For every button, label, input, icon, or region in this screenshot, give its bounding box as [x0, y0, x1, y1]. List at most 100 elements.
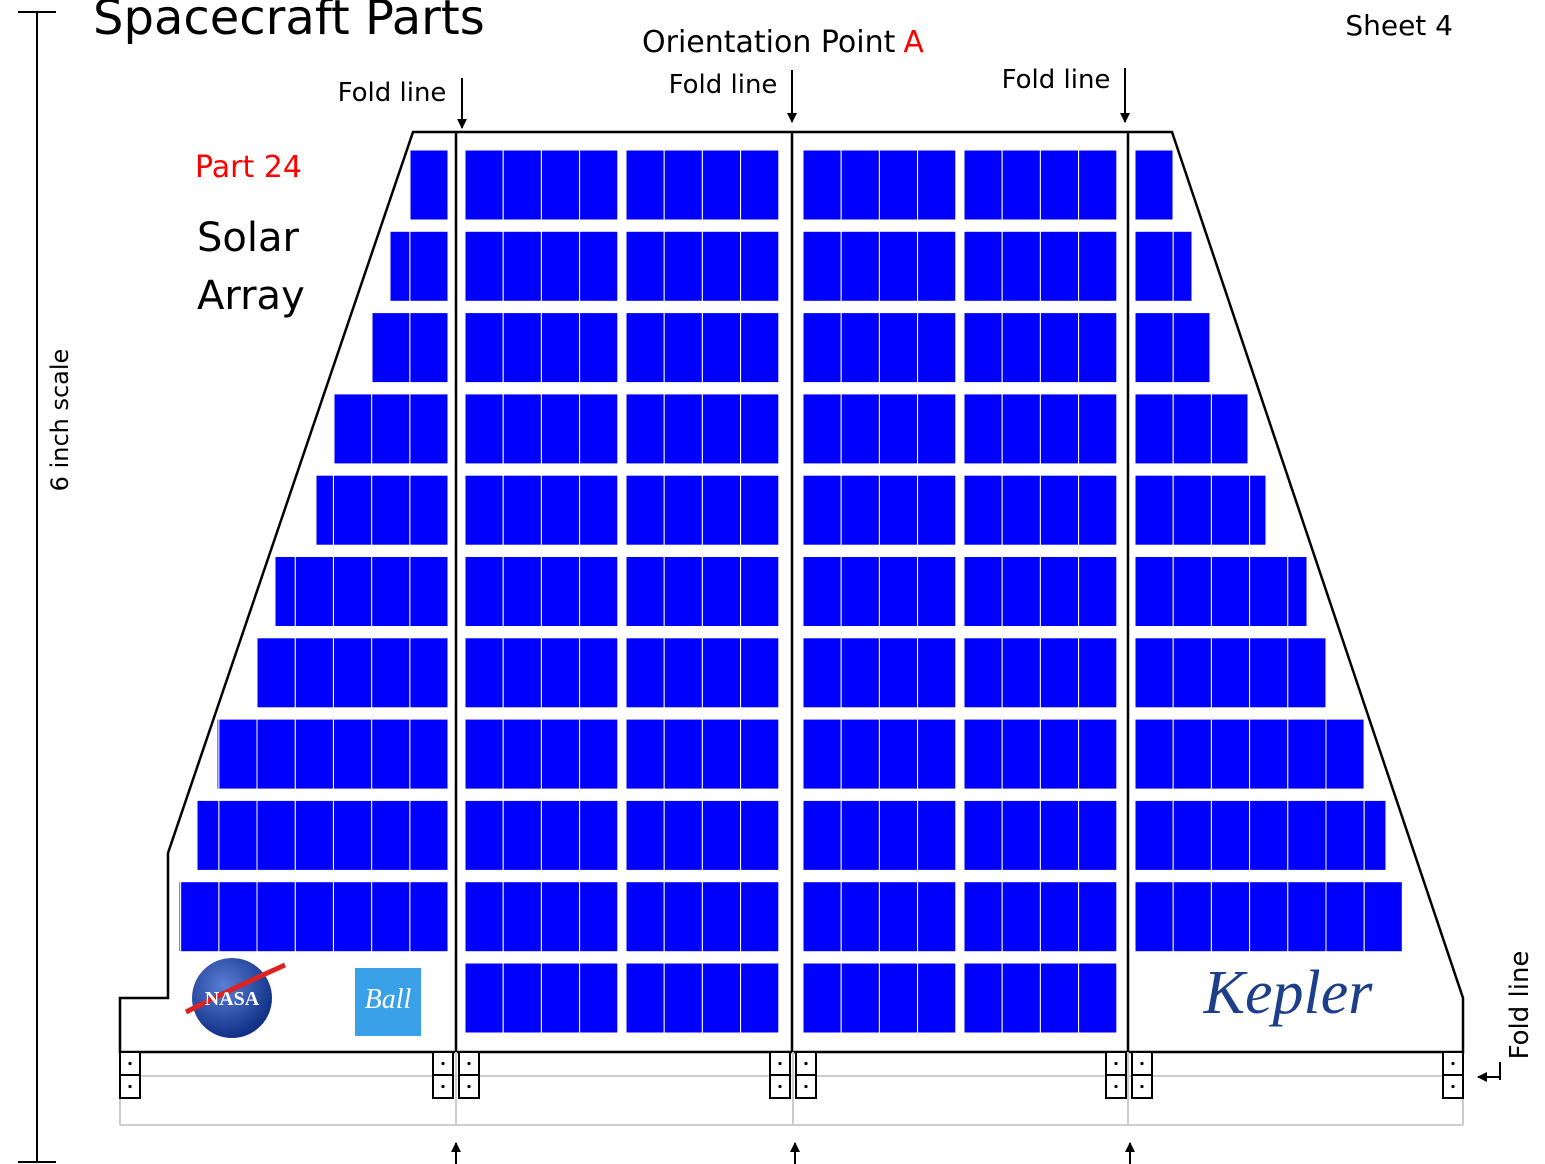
solar-cell [663, 637, 703, 709]
solar-cell [1134, 637, 1174, 709]
solar-cell [1039, 312, 1080, 384]
tab-dot [1114, 1084, 1118, 1089]
solar-cell [625, 962, 665, 1034]
solar-cell [663, 474, 703, 546]
solar-cell [464, 962, 504, 1034]
solar-cell [540, 474, 581, 546]
tab-dot [778, 1084, 782, 1089]
solar-cell [1325, 881, 1365, 953]
sheet-number: Sheet 4 [1345, 9, 1453, 42]
solar-cell [802, 881, 842, 953]
solar-cell [1039, 962, 1080, 1034]
solar-cell [409, 230, 449, 302]
solar-cell [625, 556, 665, 627]
solar-cell [740, 312, 780, 384]
solar-cell [840, 718, 880, 790]
solar-cell [1287, 881, 1327, 953]
solar-cell [625, 230, 665, 302]
solar-cell [1078, 393, 1118, 465]
solar-cell [294, 556, 334, 627]
solar-cell [579, 556, 619, 627]
solar-cell [1001, 881, 1041, 953]
solar-cell [701, 230, 742, 302]
tab-dot [441, 1084, 445, 1089]
solar-cell [216, 718, 220, 790]
solar-cell [1134, 230, 1174, 302]
solar-cell [502, 149, 542, 221]
solar-cell [625, 718, 665, 790]
solar-cell [464, 881, 504, 953]
solar-cell [625, 637, 665, 709]
solar-cell [1249, 718, 1289, 790]
solar-cell [740, 474, 780, 546]
solar-cell [917, 962, 957, 1034]
solar-cell [917, 556, 957, 627]
solar-cell [701, 474, 742, 546]
solar-cell [409, 149, 449, 221]
solar-cell [625, 881, 665, 953]
solar-cell [1039, 881, 1080, 953]
solar-cell [840, 393, 880, 465]
tab-dot [441, 1061, 445, 1066]
solar-cell [1134, 881, 1174, 953]
solar-cell [625, 474, 665, 546]
solar-cell [917, 149, 957, 221]
glue-tabs [119, 1051, 1464, 1099]
solar-cell [409, 881, 449, 953]
solar-cell [1039, 556, 1080, 627]
solar-cell [540, 393, 581, 465]
solar-cell [1172, 474, 1212, 546]
solar-cell [294, 637, 334, 709]
solar-cell [256, 799, 296, 871]
solar-cell [740, 556, 780, 627]
solar-cell [802, 474, 842, 546]
solar-cell [963, 474, 1003, 546]
solar-cell [178, 881, 182, 953]
solar-cell [332, 556, 373, 627]
solar-cell [540, 230, 581, 302]
solar-cell [1172, 881, 1212, 953]
solar-cell [1134, 718, 1174, 790]
fold-label: Fold line [338, 78, 447, 108]
solar-cell [332, 718, 373, 790]
solar-cell [1172, 556, 1212, 627]
solar-cell [701, 556, 742, 627]
solar-cell [409, 799, 449, 871]
solar-cell [963, 312, 1003, 384]
solar-cell [1172, 312, 1211, 384]
solar-cell [625, 149, 665, 221]
tab-dot [1114, 1061, 1118, 1066]
solar-cell [740, 799, 780, 871]
solar-cell [502, 718, 542, 790]
fold-label: Fold line [669, 70, 778, 100]
solar-cell [1001, 718, 1041, 790]
solar-cell [1078, 230, 1118, 302]
solar-cell [540, 799, 581, 871]
solar-cell [540, 637, 581, 709]
solar-cell [878, 718, 919, 790]
solar-cell [502, 312, 542, 384]
solar-cell [1078, 718, 1118, 790]
solar-cell [409, 556, 449, 627]
solar-cell [274, 556, 296, 627]
solar-cell [1078, 149, 1118, 221]
solar-cell [917, 881, 957, 953]
solar-cell [371, 799, 411, 871]
solar-cell [1001, 962, 1041, 1034]
solar-cell [1363, 718, 1366, 790]
solar-cell [1287, 637, 1327, 709]
solar-cell [878, 637, 919, 709]
tab-dot [1140, 1084, 1144, 1089]
solar-cell [701, 962, 742, 1034]
solar-cell [464, 799, 504, 871]
nasa-text: NASA [205, 988, 260, 1010]
tab-dot [1451, 1061, 1455, 1066]
solar-cell [464, 556, 504, 627]
solar-cell [1249, 474, 1267, 546]
solar-cell [625, 312, 665, 384]
solar-cell [256, 718, 296, 790]
solar-cell [701, 149, 742, 221]
solar-cell [917, 718, 957, 790]
solar-cell [802, 962, 842, 1034]
